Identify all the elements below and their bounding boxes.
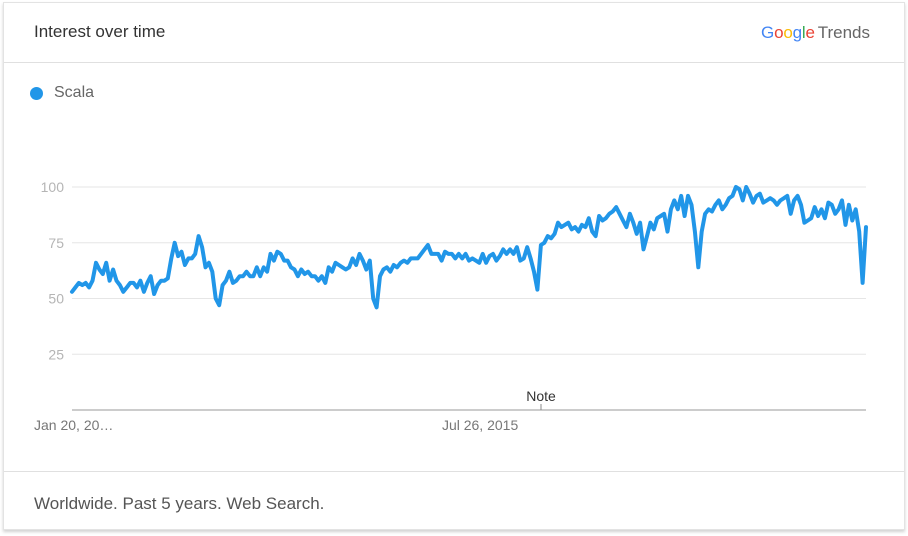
y-tick-label: 50 [48, 291, 64, 307]
logo-letter: o [774, 23, 784, 42]
logo-letter: l [801, 23, 806, 42]
card-title: Interest over time [34, 22, 166, 41]
google-trends-logo: Google Trends [761, 23, 870, 43]
y-tick-label: 25 [48, 346, 64, 362]
y-tick-label: 75 [48, 235, 64, 251]
logo-letter: G [761, 23, 775, 42]
series-color-dot [30, 86, 43, 100]
card-footer: Worldwide. Past 5 years. Web Search. [4, 471, 904, 530]
chart-legend: Scala [30, 84, 94, 102]
x-tick-label: Jan 20, 20… [34, 417, 113, 433]
logo-letter: e [805, 23, 815, 42]
series-line-scala [70, 185, 868, 310]
card-header: Interest over time Google Trends [4, 3, 904, 63]
trends-wordmark: Trends [817, 23, 870, 42]
logo-letter: g [792, 23, 802, 42]
note-annotation: Note [526, 388, 556, 404]
y-tick-label: 100 [41, 179, 65, 195]
logo-letter: o [783, 23, 793, 42]
x-tick-label: Jul 26, 2015 [442, 417, 518, 433]
trends-card: Interest over time Google Trends Scala 25… [3, 2, 905, 530]
google-wordmark: Google [761, 23, 815, 42]
legend-label-scala: Scala [54, 84, 95, 101]
footer-description: Worldwide. Past 5 years. Web Search. [34, 494, 325, 513]
interest-line-chart: 25 50 75 100 Jan 20, 20… Jul 26, 2015 Note [34, 179, 868, 433]
